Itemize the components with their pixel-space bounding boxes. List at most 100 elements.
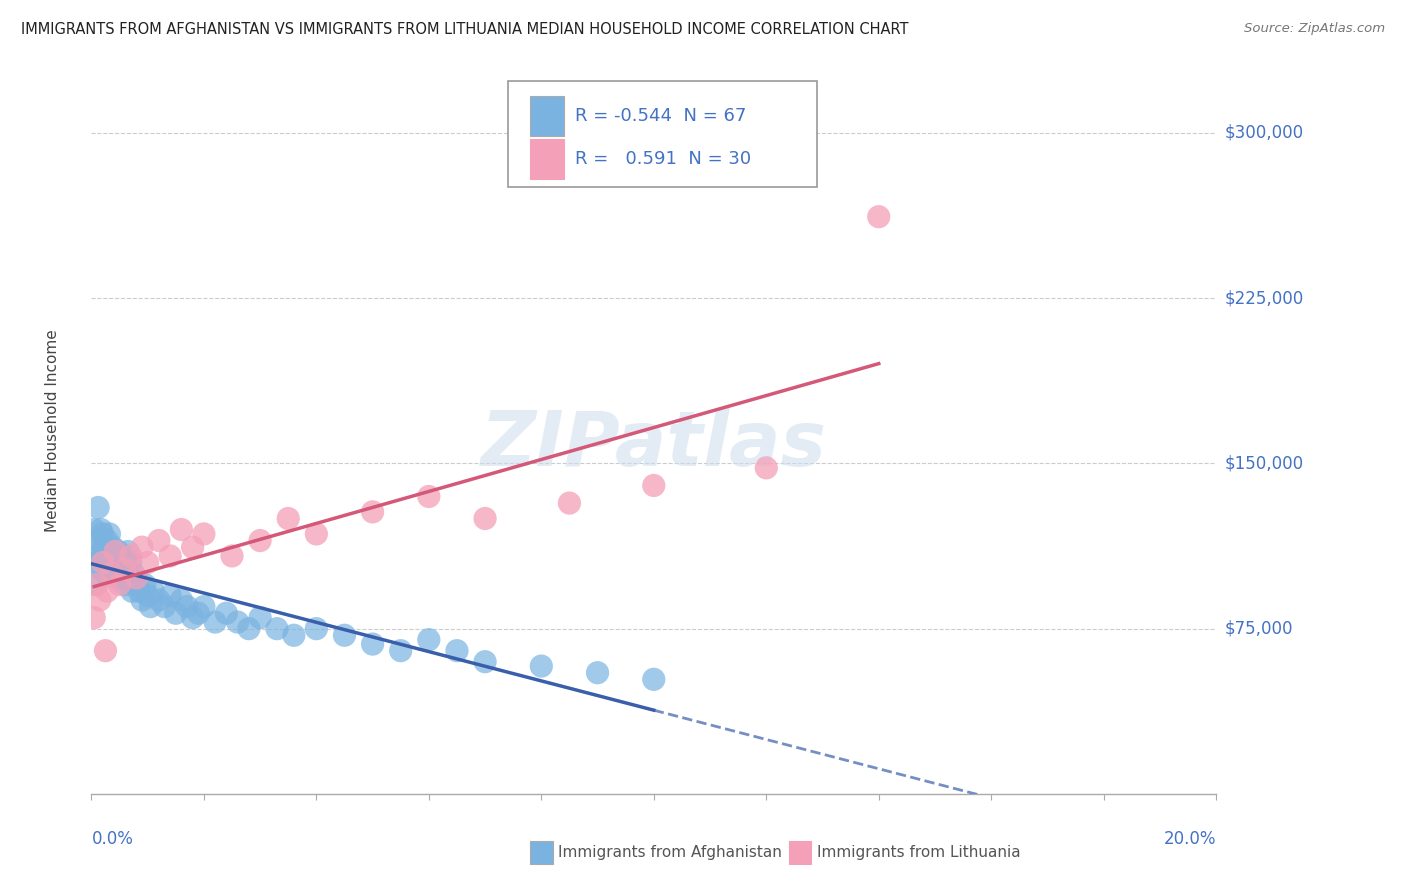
Text: Source: ZipAtlas.com: Source: ZipAtlas.com	[1244, 22, 1385, 36]
Point	[124, 577, 146, 591]
Point	[122, 566, 145, 581]
Text: $225,000: $225,000	[1225, 289, 1303, 307]
Point	[361, 505, 384, 519]
Point	[125, 571, 148, 585]
Point	[277, 511, 299, 525]
Point	[134, 577, 156, 591]
Point	[215, 606, 238, 620]
Point	[83, 523, 105, 537]
Point	[84, 577, 107, 591]
FancyBboxPatch shape	[508, 81, 817, 186]
Point	[389, 643, 412, 657]
Point	[89, 549, 111, 563]
Point	[148, 593, 170, 607]
Point	[90, 562, 112, 576]
Bar	[530, 96, 564, 136]
Point	[131, 593, 153, 607]
Point	[89, 593, 111, 607]
Point	[187, 606, 209, 620]
Point	[96, 533, 118, 548]
Point	[104, 560, 127, 574]
Point	[112, 549, 135, 563]
Point	[204, 615, 226, 629]
Point	[170, 593, 193, 607]
Point	[114, 562, 136, 576]
Point	[86, 556, 108, 570]
Point	[94, 566, 117, 581]
Point	[136, 589, 159, 603]
Point	[121, 584, 143, 599]
Point	[159, 589, 181, 603]
Text: 0.0%: 0.0%	[91, 830, 134, 848]
Bar	[530, 138, 564, 178]
Point	[91, 556, 114, 570]
Point	[128, 584, 150, 599]
Text: ZIPatlas: ZIPatlas	[481, 408, 827, 482]
Point	[142, 584, 165, 599]
Point	[108, 577, 131, 591]
Point	[131, 540, 153, 554]
Point	[96, 549, 118, 563]
Point	[84, 544, 107, 558]
Point	[361, 637, 384, 651]
Point	[114, 577, 136, 591]
Point	[103, 549, 125, 563]
Point	[558, 496, 581, 510]
Point	[104, 544, 127, 558]
Point	[87, 533, 110, 548]
Bar	[789, 841, 811, 864]
Point	[266, 622, 288, 636]
Point	[98, 527, 121, 541]
Point	[139, 599, 162, 614]
Point	[181, 610, 204, 624]
Point	[643, 673, 665, 687]
Text: $75,000: $75,000	[1225, 620, 1294, 638]
Point	[446, 643, 468, 657]
Point	[153, 599, 176, 614]
Text: Immigrants from Afghanistan: Immigrants from Afghanistan	[558, 846, 782, 860]
Text: Immigrants from Lithuania: Immigrants from Lithuania	[817, 846, 1021, 860]
Point	[643, 478, 665, 492]
Point	[83, 610, 105, 624]
Point	[755, 460, 778, 475]
Point	[118, 571, 141, 585]
Point	[586, 665, 609, 680]
Point	[249, 610, 271, 624]
Point	[125, 571, 148, 585]
Point	[283, 628, 305, 642]
Point	[101, 540, 124, 554]
Point	[96, 584, 118, 599]
Point	[530, 659, 553, 673]
Point	[176, 599, 198, 614]
Point	[868, 210, 890, 224]
Point	[120, 556, 142, 570]
Text: $150,000: $150,000	[1225, 454, 1303, 473]
Point	[474, 655, 496, 669]
Text: $300,000: $300,000	[1225, 124, 1303, 142]
Text: R = -0.544  N = 67: R = -0.544 N = 67	[575, 107, 747, 125]
Point	[111, 566, 134, 581]
Point	[87, 500, 110, 515]
Point	[238, 622, 260, 636]
Point	[120, 549, 142, 563]
Point	[474, 511, 496, 525]
Text: IMMIGRANTS FROM AFGHANISTAN VS IMMIGRANTS FROM LITHUANIA MEDIAN HOUSEHOLD INCOME: IMMIGRANTS FROM AFGHANISTAN VS IMMIGRANT…	[21, 22, 908, 37]
Point	[193, 599, 215, 614]
Point	[90, 523, 112, 537]
Text: Median Household Income: Median Household Income	[45, 329, 59, 532]
Point	[333, 628, 356, 642]
Point	[226, 615, 249, 629]
Point	[108, 556, 131, 570]
Point	[159, 549, 181, 563]
Text: R =   0.591  N = 30: R = 0.591 N = 30	[575, 150, 751, 168]
Point	[86, 577, 108, 591]
Point	[107, 544, 129, 558]
Point	[170, 523, 193, 537]
Point	[165, 606, 187, 620]
Point	[97, 556, 120, 570]
Point	[117, 544, 139, 558]
Point	[110, 571, 132, 585]
Point	[115, 562, 138, 576]
Point	[93, 540, 115, 554]
Bar	[530, 841, 553, 864]
